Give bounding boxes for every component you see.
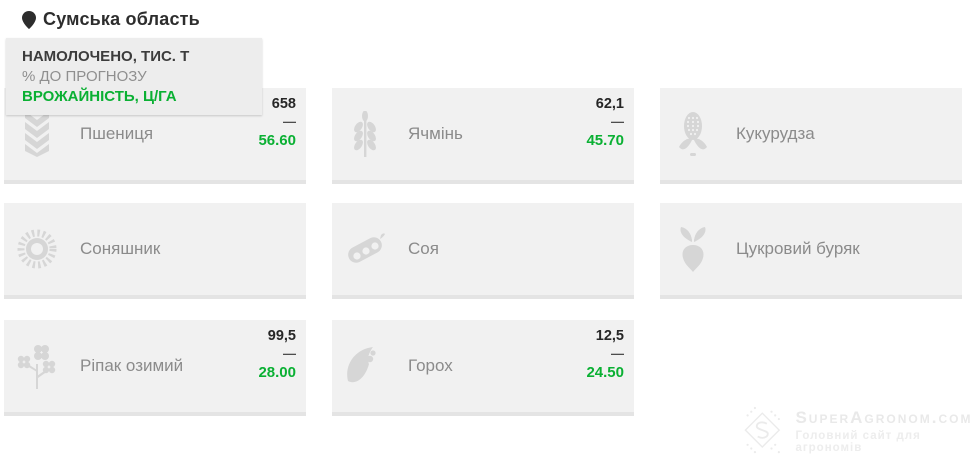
crop-card-corn[interactable]: Кукурудза [660, 88, 962, 184]
soybean-icon [342, 229, 388, 269]
sugar-beet-icon [670, 226, 716, 272]
sunflower-icon [14, 228, 60, 270]
watermark-brand-text: SuperAgronom.com [795, 407, 970, 427]
crop-cards-grid: Пшениця 658 — 56.60 [4, 88, 962, 416]
crop-label: Соняшник [80, 239, 161, 258]
yield-value: 24.50 [586, 364, 624, 381]
region-header: Сумська область [22, 9, 200, 30]
legend-box: НАМОЛОЧЕНО, ТИС. Т % ДО ПРОГНОЗУ ВРОЖАЙН… [6, 38, 262, 115]
crop-card-sunflower[interactable]: Соняшник [4, 203, 306, 299]
crop-values: 658 — 56.60 [258, 95, 296, 151]
superagronom-logo-icon [744, 406, 781, 454]
legend-harvested-label: НАМОЛОЧЕНО, ТИС. Т [22, 48, 190, 65]
crop-values: 12,5 — 24.50 [586, 327, 624, 383]
crop-values: 62,1 — 45.70 [586, 95, 624, 151]
crop-card-pea[interactable]: Горох 12,5 — 24.50 [332, 320, 634, 416]
crop-values: 99,5 — 28.00 [258, 327, 296, 383]
yield-value: 56.60 [258, 132, 296, 149]
forecast-dash: — [611, 346, 624, 361]
crop-card-barley[interactable]: Ячмінь 62,1 — 45.70 [332, 88, 634, 184]
harvested-value: 12,5 [595, 328, 624, 344]
forecast-dash: — [611, 114, 624, 129]
crop-label: Кукурудза [736, 124, 815, 143]
location-pin-icon [22, 10, 36, 29]
crop-card-sugar-beet[interactable]: Цукровий буряк [660, 203, 962, 299]
forecast-dash: — [283, 346, 296, 361]
crop-label: Ячмінь [408, 124, 463, 143]
region-title: Сумська область [43, 9, 200, 29]
yield-value: 45.70 [586, 132, 624, 149]
yield-value: 28.00 [258, 364, 296, 381]
legend-forecast-label: % ДО ПРОГНОЗУ [22, 68, 147, 85]
crop-label: Пшениця [80, 124, 154, 143]
superagronom-watermark: SuperAgronom.com Головний сайт для агрон… [743, 401, 970, 461]
legend-yield-label: ВРОЖАЙНІСТЬ, Ц/ГА [22, 88, 177, 105]
corn-icon [670, 111, 716, 157]
barley-icon [342, 111, 388, 157]
watermark-tagline-text: Головний сайт для агрономів [795, 429, 921, 454]
crop-card-winter-rapeseed[interactable]: Ріпак озимий 99,5 — 28.00 [4, 320, 306, 416]
harvested-value: 658 [271, 96, 296, 112]
crop-label: Соя [408, 239, 439, 258]
crop-label: Ріпак озимий [80, 356, 184, 375]
wheat-icon [14, 111, 60, 157]
pea-icon [342, 345, 388, 387]
rapeseed-icon [14, 342, 60, 390]
crop-card-soybean[interactable]: Соя [332, 203, 634, 299]
crop-label: Горох [408, 356, 453, 375]
forecast-dash: — [283, 114, 296, 129]
harvested-value: 99,5 [267, 328, 296, 344]
crop-label: Цукровий буряк [736, 239, 860, 258]
harvested-value: 62,1 [595, 96, 624, 112]
